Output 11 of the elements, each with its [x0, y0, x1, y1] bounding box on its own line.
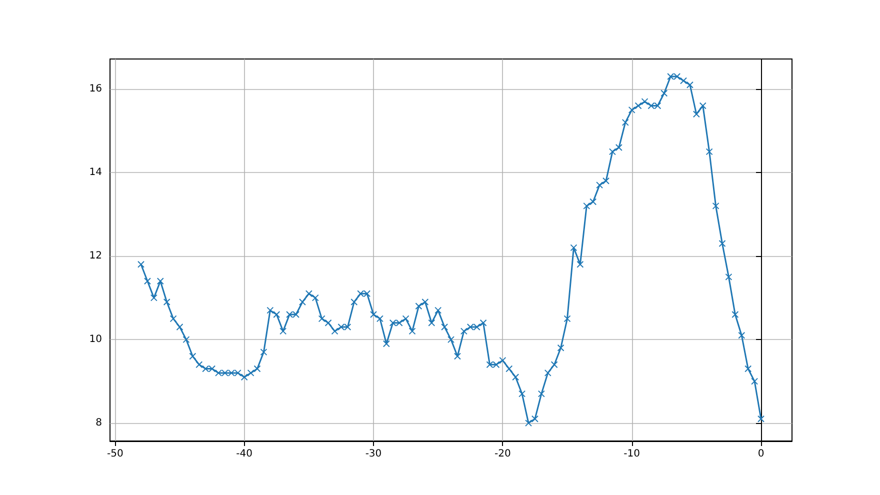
y-tick-label: 12 — [89, 250, 102, 262]
x-tick-label: -50 — [106, 448, 124, 460]
y-tick-label: 8 — [96, 418, 102, 429]
x-tick-label: 0 — [758, 448, 764, 460]
x-tick-label: -40 — [236, 448, 253, 460]
y-tick-label: 16 — [89, 84, 102, 95]
x-tick-label: -20 — [494, 448, 511, 460]
x-tick-label: -30 — [365, 448, 382, 460]
y-tick-label: 14 — [89, 167, 102, 178]
y-tick-label: 10 — [89, 334, 102, 346]
x-tick-label: -10 — [624, 448, 640, 460]
